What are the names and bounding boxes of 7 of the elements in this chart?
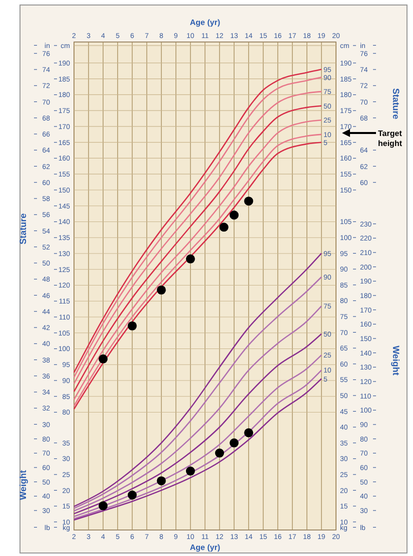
y-axis-title: Stature xyxy=(18,213,28,244)
y-axis-title: Weight xyxy=(391,346,401,376)
x2-axis-title: Age (yr) xyxy=(190,18,220,27)
x-axis-title: Age (yr) xyxy=(190,543,220,552)
y2-axis-title: Weight xyxy=(18,470,28,500)
text: Target height xyxy=(378,129,402,148)
y2-axis-title: Stature xyxy=(391,88,401,120)
